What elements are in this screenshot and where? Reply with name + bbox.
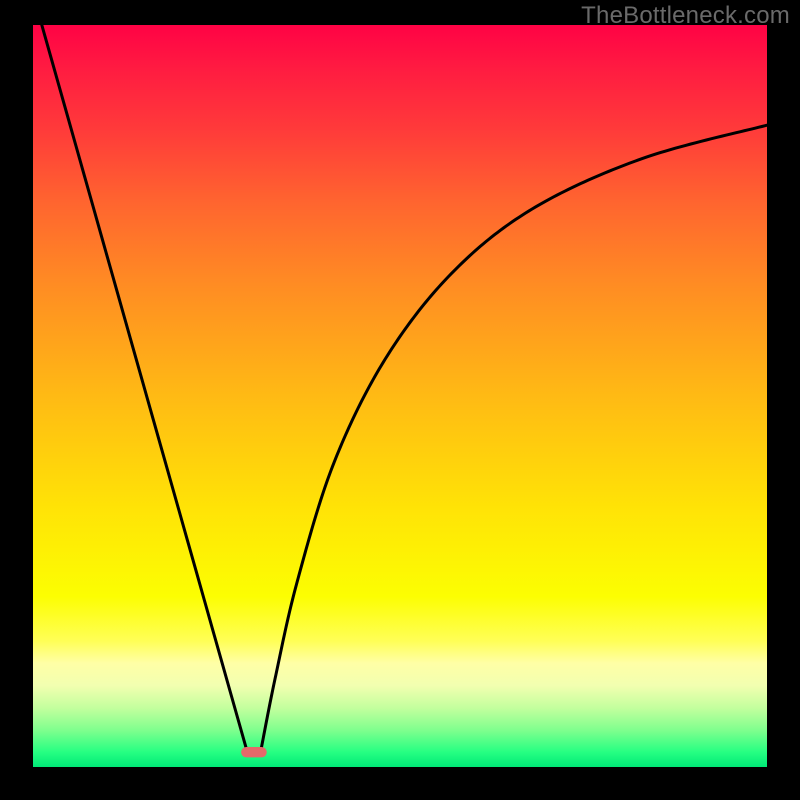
bottleneck-chart [0, 0, 800, 800]
minimum-marker [241, 747, 267, 757]
plot-background [33, 25, 767, 767]
chart-frame: TheBottleneck.com [0, 0, 800, 800]
watermark-text: TheBottleneck.com [581, 2, 790, 30]
